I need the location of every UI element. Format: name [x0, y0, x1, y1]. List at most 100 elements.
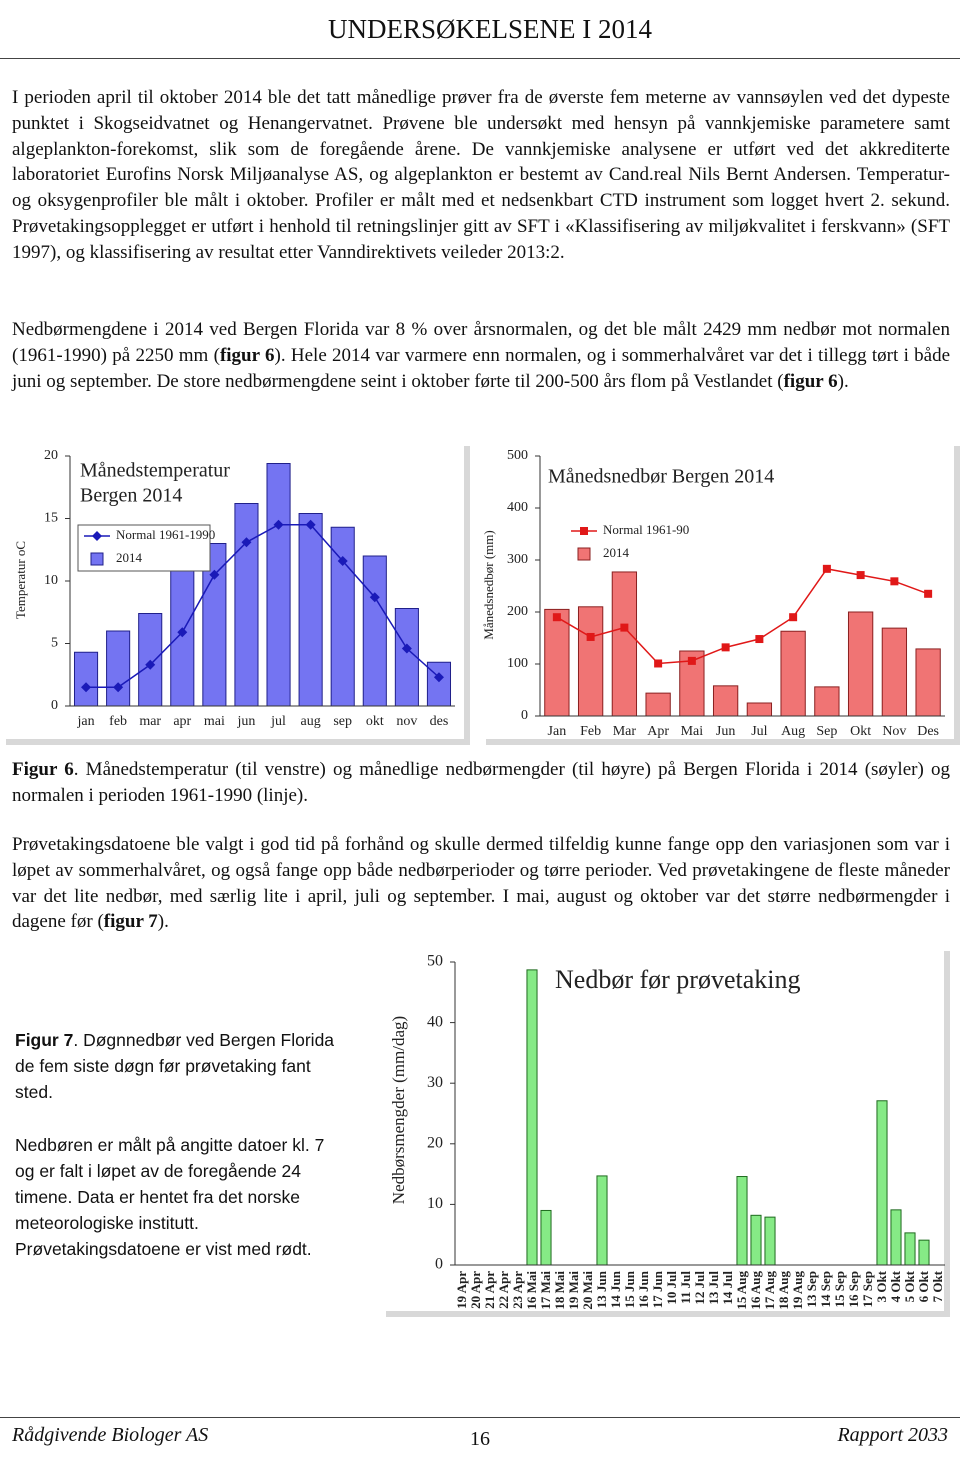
bar — [876, 1100, 888, 1266]
line-marker — [755, 635, 764, 644]
x-tick-label: Jun — [716, 724, 735, 739]
bar — [330, 526, 355, 707]
bar — [712, 685, 739, 717]
line — [556, 568, 929, 665]
x-tick-label: Sep — [816, 724, 837, 739]
x-tick-label: 17 Aug — [762, 1271, 777, 1310]
temperature-chart: 0 5 10 15 20 jan feb mar apr mai jun jul aug sep okt no… — [0, 440, 470, 745]
line-marker — [654, 659, 663, 668]
line-marker — [209, 569, 220, 580]
line-marker — [552, 613, 561, 622]
bar — [596, 1175, 608, 1266]
legend-label: Normal 1961-1990 — [116, 527, 215, 542]
y-tick-label: 5 — [51, 636, 58, 651]
y-axis-label: Månedsnedbør (mm) — [481, 530, 496, 639]
x-tick-label: 16 Jun — [636, 1270, 651, 1308]
line-marker — [81, 682, 92, 693]
y-tick-label: 400 — [507, 500, 528, 515]
bar — [362, 555, 387, 707]
figure-caption: Figur 7. Døgnnedbør ved Bergen Florida d… — [15, 1027, 345, 1105]
line-marker — [924, 589, 933, 598]
y-tick-label: 300 — [507, 552, 528, 567]
x-tick-label: 20 Mai — [580, 1271, 595, 1310]
x-tick-label: 16 Sep — [846, 1271, 861, 1307]
bold-text: figur 6 — [783, 370, 838, 392]
bold-text: figur 6 — [219, 344, 275, 366]
bar — [736, 1176, 748, 1266]
line-marker — [856, 571, 865, 580]
x-tick-label: 7 Okt — [930, 1270, 945, 1302]
line-marker — [92, 531, 102, 541]
daily-precipitation-chart: 0 10 20 30 40 50 19 Apr 20 Apr 21 Apr 22 Apr 23 Ap… — [380, 945, 950, 1317]
x-tick-label: 23 Apr — [510, 1271, 525, 1309]
bar — [881, 627, 908, 717]
line-marker — [369, 592, 380, 603]
y-tick-label: 10 — [44, 573, 58, 588]
y-axis-label: Temperatur oC — [13, 541, 28, 619]
chart-title: Nedbør før prøvetaking — [555, 965, 800, 994]
x-tick-label: Feb — [580, 724, 601, 739]
bar — [847, 611, 874, 717]
chart-title: Månedstemperatur — [80, 460, 230, 482]
x-tick-label: 19 Mai — [566, 1271, 581, 1310]
x-tick-label: 15 Jun — [622, 1270, 637, 1308]
paragraph: I perioden april til oktober 2014 ble de… — [12, 85, 950, 266]
x-tick-label: 13 Jun — [594, 1270, 609, 1308]
x-tick-label: nov — [396, 714, 417, 729]
y-tick-label: 0 — [51, 698, 58, 713]
bar — [577, 606, 604, 717]
precipitation-chart: 0 100 200 300 400 500 Jan Feb Mar Apr Mai Jun Jul Aug… — [480, 440, 960, 745]
y-tick-label: 500 — [507, 448, 528, 463]
text: I perioden april til oktober 2014 ble de… — [12, 87, 950, 263]
x-tick-label: Aug — [781, 724, 805, 739]
x-tick-label: 13 Sep — [804, 1271, 819, 1307]
x-tick-label: 22 Apr — [496, 1271, 511, 1309]
line-marker — [305, 519, 316, 530]
y-tick-label: 100 — [507, 656, 528, 671]
y-tick-label: 40 — [427, 1013, 443, 1030]
line-marker — [433, 672, 444, 683]
bar — [73, 651, 99, 707]
x-tick-label: 15 Sep — [832, 1271, 847, 1307]
line-marker — [789, 613, 798, 622]
legend-swatch — [577, 547, 591, 561]
x-tick-label: 16 Mai — [524, 1271, 539, 1310]
x-tick-label: mai — [204, 714, 225, 729]
line-marker — [241, 537, 252, 548]
x-tick-label: 17 Mai — [538, 1271, 553, 1310]
line-marker — [822, 564, 831, 573]
y-tick-label: 0 — [521, 708, 528, 723]
y-tick-label: 20 — [427, 1134, 443, 1151]
bar — [526, 969, 538, 1266]
x-tick-label: Jan — [548, 724, 567, 739]
bar — [266, 463, 291, 707]
bar — [298, 513, 323, 707]
bar — [611, 571, 638, 717]
text: ). Hele 2014 var varmere enn normalen, o… — [12, 344, 950, 392]
line-marker — [620, 623, 629, 632]
line-marker — [890, 577, 899, 586]
chart-background — [380, 945, 944, 1311]
x-tick-label: 14 Jun — [608, 1270, 623, 1308]
x-tick-label: sep — [333, 714, 352, 729]
bar — [890, 1209, 902, 1266]
x-tick-label: 5 Okt — [902, 1270, 917, 1302]
x-tick-label: Des — [917, 724, 939, 739]
x-tick-label: 14 Sep — [818, 1271, 833, 1307]
y-tick-label: 0 — [435, 1256, 443, 1273]
text: . Døgnnedbør ved Bergen Florida de fem s… — [15, 1030, 335, 1102]
bar — [540, 1209, 552, 1266]
footer-rule — [0, 1417, 960, 1418]
footer-left: Rådgivende Biologer AS — [12, 1424, 209, 1446]
bar — [915, 648, 941, 717]
x-tick-label: 19 Aug — [790, 1271, 805, 1310]
bar — [746, 702, 773, 717]
page-title: UNDERSØKELSENE I 2014 — [328, 14, 652, 44]
page-number: 16 — [470, 1428, 490, 1450]
x-tick-label: Nov — [882, 724, 906, 739]
x-tick-label: 6 Okt — [916, 1270, 931, 1302]
x-tick-label: 15 Aug — [734, 1271, 749, 1310]
line-marker — [113, 682, 124, 693]
bar — [544, 608, 570, 717]
bar — [234, 503, 259, 707]
